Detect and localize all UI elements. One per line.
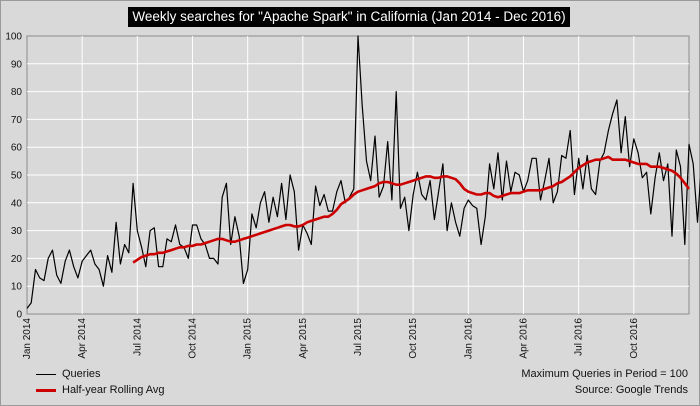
y-tick-label: 70 bbox=[11, 115, 23, 126]
x-tick-label: Jul 2015 bbox=[353, 318, 364, 356]
legend-item-queries: Queries bbox=[36, 366, 165, 382]
x-tick-label: Jul 2016 bbox=[574, 318, 585, 356]
series-line-rolling-avg bbox=[132, 155, 691, 264]
chart-legend: Queries Half-year Rolling Avg bbox=[36, 366, 165, 398]
x-tick-label: Oct 2014 bbox=[188, 318, 199, 359]
y-tick-label: 40 bbox=[11, 198, 23, 209]
x-tick-label: Apr 2014 bbox=[77, 318, 88, 359]
legend-swatch-queries bbox=[36, 373, 56, 375]
y-tick-label: 90 bbox=[11, 59, 23, 70]
y-tick-label: 60 bbox=[11, 143, 23, 154]
y-tick-label: 30 bbox=[11, 226, 23, 237]
x-tick-label: Jul 2014 bbox=[132, 318, 143, 356]
legend-label-queries: Queries bbox=[62, 368, 101, 380]
x-tick-label: Jan 2015 bbox=[243, 318, 254, 360]
annotation-max-queries: Maximum Queries in Period = 100 bbox=[521, 368, 688, 380]
y-tick-label: 50 bbox=[11, 171, 23, 182]
legend-swatch-rolling-avg bbox=[36, 388, 56, 392]
chart-title: Weekly searches for "Apache Spark" in Ca… bbox=[128, 7, 570, 27]
x-tick-label: Oct 2015 bbox=[408, 318, 419, 359]
chart-notes: Maximum Queries in Period = 100 Source: … bbox=[521, 366, 688, 398]
annotation-source: Source: Google Trends bbox=[574, 384, 688, 396]
y-tick-label: 20 bbox=[11, 254, 23, 265]
x-tick-label: Apr 2016 bbox=[519, 318, 530, 359]
x-tick-label: Jan 2016 bbox=[463, 318, 474, 360]
legend-label-rolling-avg: Half-year Rolling Avg bbox=[62, 384, 165, 396]
legend-item-rolling-avg: Half-year Rolling Avg bbox=[36, 382, 165, 398]
y-tick-label: 80 bbox=[11, 87, 23, 98]
x-tick-label: Apr 2015 bbox=[298, 318, 309, 359]
x-tick-label: Oct 2016 bbox=[629, 318, 640, 359]
y-tick-label: 0 bbox=[16, 310, 22, 321]
x-tick-label: Jan 2014 bbox=[22, 318, 33, 360]
y-tick-label: 10 bbox=[11, 282, 23, 293]
y-tick-label: 100 bbox=[5, 32, 22, 43]
